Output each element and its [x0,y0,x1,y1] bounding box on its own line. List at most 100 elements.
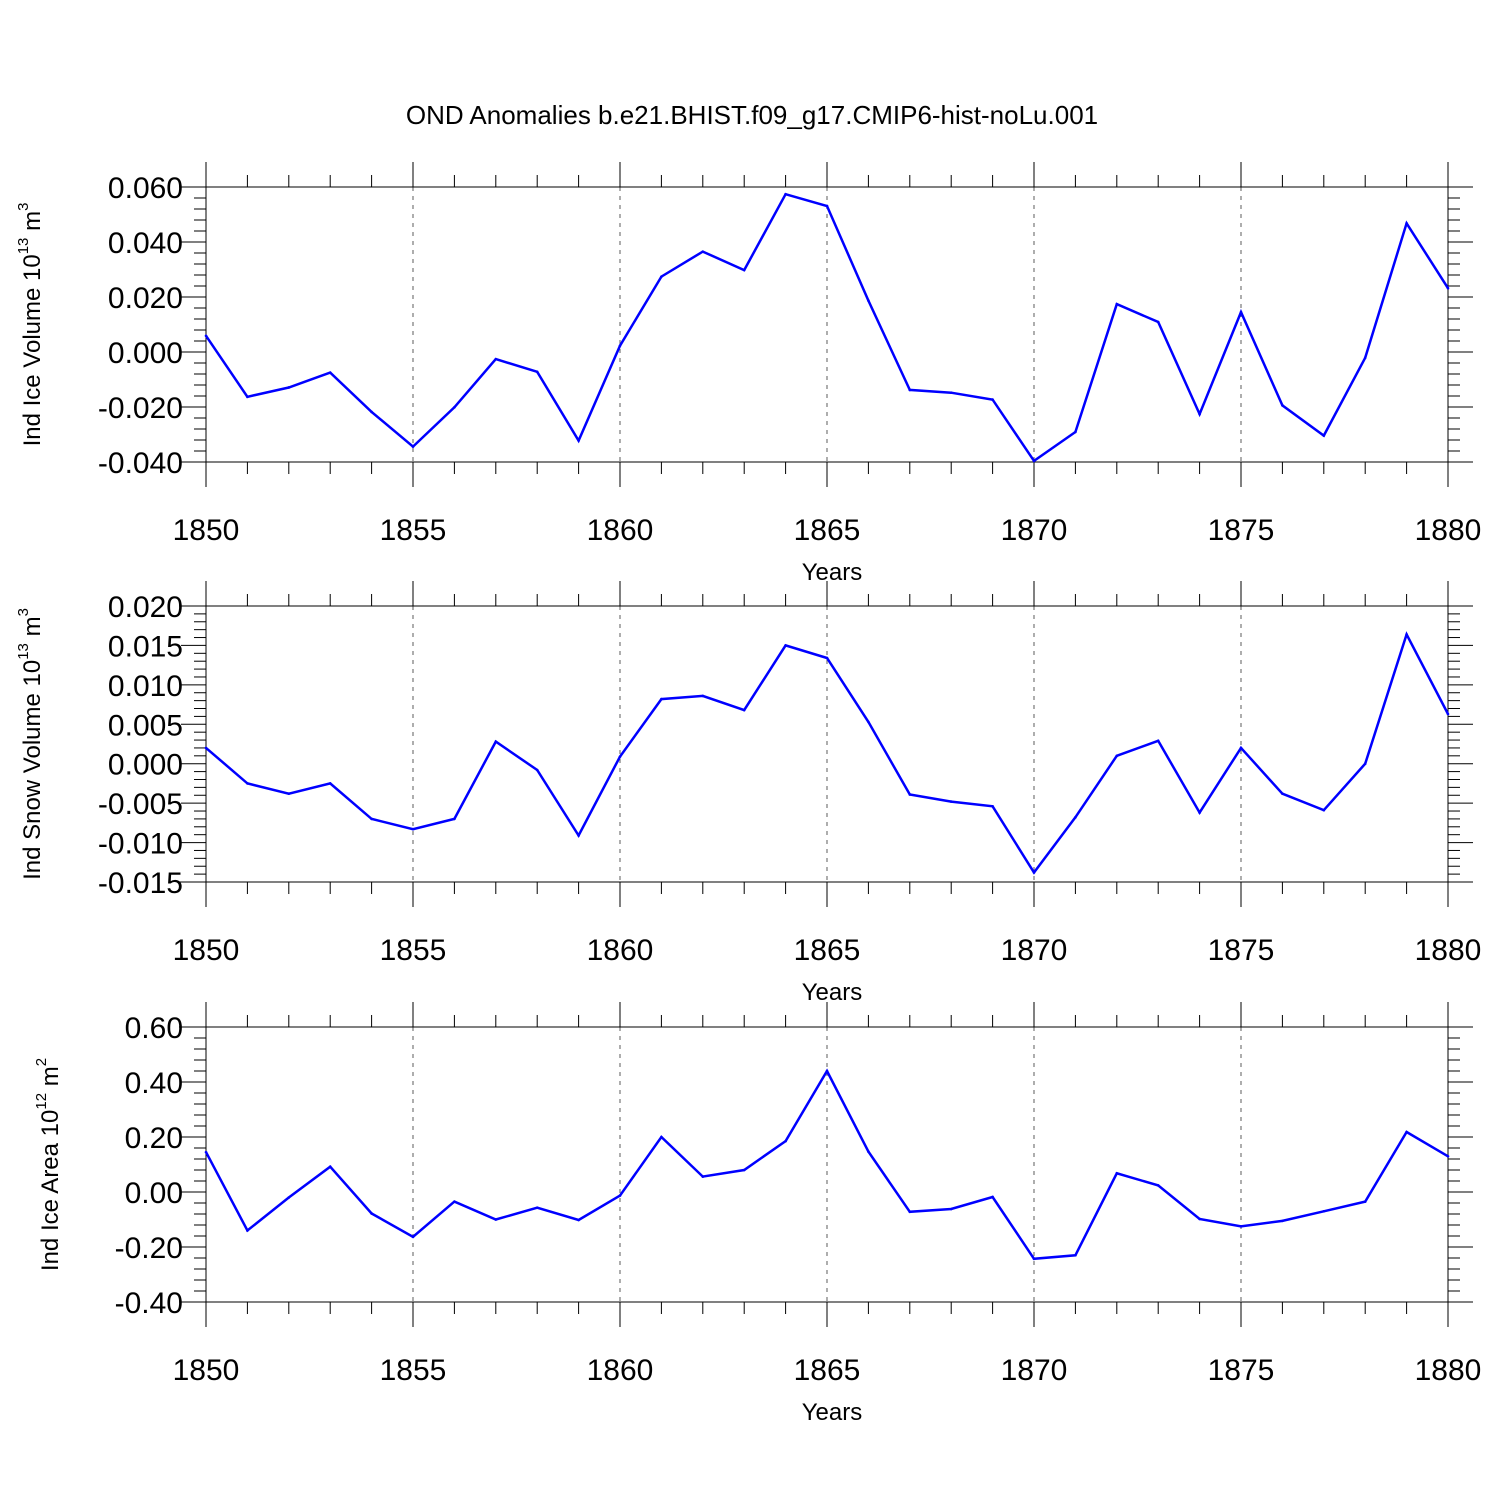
ice-volume-point-1855 [411,445,415,448]
ice-area-point-1861 [660,1135,663,1139]
ice-area-point-1878 [1363,1200,1367,1203]
ice-area-ytick-label: 0.60 [125,1012,183,1045]
ice-area-point-1856 [453,1200,456,1203]
snow-volume-point-1873 [1156,739,1160,743]
ice-area-point-1875 [1239,1225,1243,1228]
ice-volume-point-1862 [701,250,705,253]
snow-volume-point-1877 [1322,808,1326,812]
ice-volume-ytick-label: 0.060 [108,172,183,205]
ice-area-xtick-label: 1880 [1415,1354,1482,1387]
ice-area-point-1876 [1281,1219,1284,1223]
snow-volume-point-1864 [784,644,787,647]
ice-area-ytick-label: 0.00 [125,1177,183,1210]
ice-area-ytick-label: -0.40 [115,1287,183,1320]
ice-volume-ylabel: Ind Ice Volume 1013 m3 [15,203,46,447]
snow-volume-point-1852 [287,792,291,795]
ice-area-point-1857 [494,1218,498,1221]
ice-area-point-1874 [1198,1217,1201,1221]
snow-volume-ytick-label: -0.005 [98,788,183,821]
snow-volume-point-1860 [618,755,622,758]
ice-area-point-1868 [949,1207,953,1211]
ice-volume-point-1873 [1156,320,1160,324]
snow-volume-point-1878 [1363,762,1367,766]
snow-volume-point-1870 [1032,871,1036,874]
ice-volume-xtick-label: 1860 [587,514,654,547]
ice-area-xtick-label: 1870 [1001,1354,1068,1387]
ice-volume-point-1854 [370,410,373,414]
ice-volume-xtick-label: 1880 [1415,514,1482,547]
ice-area-ytick-label: -0.20 [115,1232,183,1265]
ice-area-point-1858 [535,1206,539,1209]
ice-area-point-1867 [908,1210,912,1214]
ice-volume-point-1869 [991,398,994,401]
ice-area-xtick-label: 1865 [794,1354,861,1387]
snow-volume-point-1850 [204,746,208,750]
ice-volume-point-1877 [1322,434,1326,437]
ice-area-xlabel: Years [802,1399,863,1426]
ice-volume-point-1866 [867,299,870,302]
ice-area-point-1859 [577,1218,580,1222]
ice-area-point-1870 [1032,1257,1036,1261]
snow-volume-point-1856 [453,817,456,821]
ice-area-point-1880 [1446,1154,1450,1158]
ice-area-panel: -0.40 -0.20 0.00 0.20 0.40 0.60 1850 1855 1860 18… [33,1002,1481,1426]
snow-volume-panel: -0.015 -0.010 -0.005 0.000 0.005 0.010 0.015 0.… [15,581,1481,1006]
snow-volume-xlabel: Years [802,979,863,1006]
ice-volume-point-1872 [1115,302,1119,306]
ice-area-point-1877 [1322,1209,1326,1213]
snow-volume-xtick-label: 1870 [1001,934,1068,967]
ice-volume-xtick-label: 1870 [1001,514,1068,547]
ice-area-point-1873 [1156,1184,1160,1187]
snow-volume-point-1863 [742,708,746,712]
ice-volume-point-1878 [1363,356,1367,360]
ice-area-point-1853 [328,1165,332,1168]
snow-volume-xtick-label: 1860 [587,934,654,967]
ice-volume-ytick-label: -0.040 [98,447,183,480]
snow-volume-point-1874 [1198,811,1201,814]
ice-volume-ytick-label: 0.020 [108,282,183,315]
snow-volume-ytick-label: 0.020 [108,591,183,624]
snow-volume-ylabel: Ind Snow Volume 1013 m3 [15,608,46,880]
ice-volume-xtick-label: 1875 [1208,514,1275,547]
ice-volume-point-1871 [1074,430,1077,434]
snow-volume-xtick-label: 1855 [380,934,447,967]
ice-volume-ytick-label: 0.040 [108,227,183,260]
ice-volume-point-1859 [577,439,580,442]
snow-volume-xtick-label: 1880 [1415,934,1482,967]
ice-volume-point-1852 [287,386,291,389]
ice-volume-point-1865 [825,204,829,208]
ice-area-point-1869 [991,1195,994,1199]
ice-area-xtick-label: 1860 [587,1354,654,1387]
ice-area-point-1864 [784,1139,787,1143]
ice-volume-point-1868 [949,391,953,395]
ice-volume-point-1860 [618,344,622,347]
ice-volume-point-1874 [1198,412,1201,416]
ice-area-ytick-label: 0.40 [125,1067,183,1100]
ice-area-xtick-label: 1855 [380,1354,447,1387]
panels: -0.040 -0.020 0.000 0.020 0.040 0.060 1850 1855… [15,162,1481,1426]
ice-area-point-1863 [742,1168,746,1172]
ice-volume-xlabel: Years [802,559,863,586]
snow-volume-point-1859 [577,834,580,837]
snow-volume-xtick-label: 1850 [173,934,240,967]
snow-volume-point-1866 [867,720,870,724]
ice-volume-point-1853 [328,371,332,374]
snow-volume-point-1862 [701,694,705,698]
snow-volume-point-1879 [1405,633,1408,636]
ice-area-point-1872 [1115,1172,1119,1175]
snow-volume-point-1869 [991,804,994,808]
ice-area-point-1855 [411,1235,415,1239]
ice-volume-panel: -0.040 -0.020 0.000 0.020 0.040 0.060 1850 1855… [15,162,1481,586]
ice-volume-xtick-label: 1855 [380,514,447,547]
snow-volume-point-1854 [370,817,373,821]
ice-volume-xtick-label: 1850 [173,514,240,547]
ice-area-point-1865 [825,1069,829,1073]
snow-volume-point-1853 [328,782,332,785]
ice-volume-point-1850 [204,334,208,338]
snow-volume-point-1861 [660,697,663,701]
snow-volume-ytick-label: -0.015 [98,867,183,900]
ice-volume-point-1858 [535,370,539,374]
ice-area-point-1854 [370,1212,373,1215]
ice-area-ylabel: Ind Ice Area 1012 m2 [33,1058,64,1271]
ice-area-point-1879 [1405,1130,1408,1134]
